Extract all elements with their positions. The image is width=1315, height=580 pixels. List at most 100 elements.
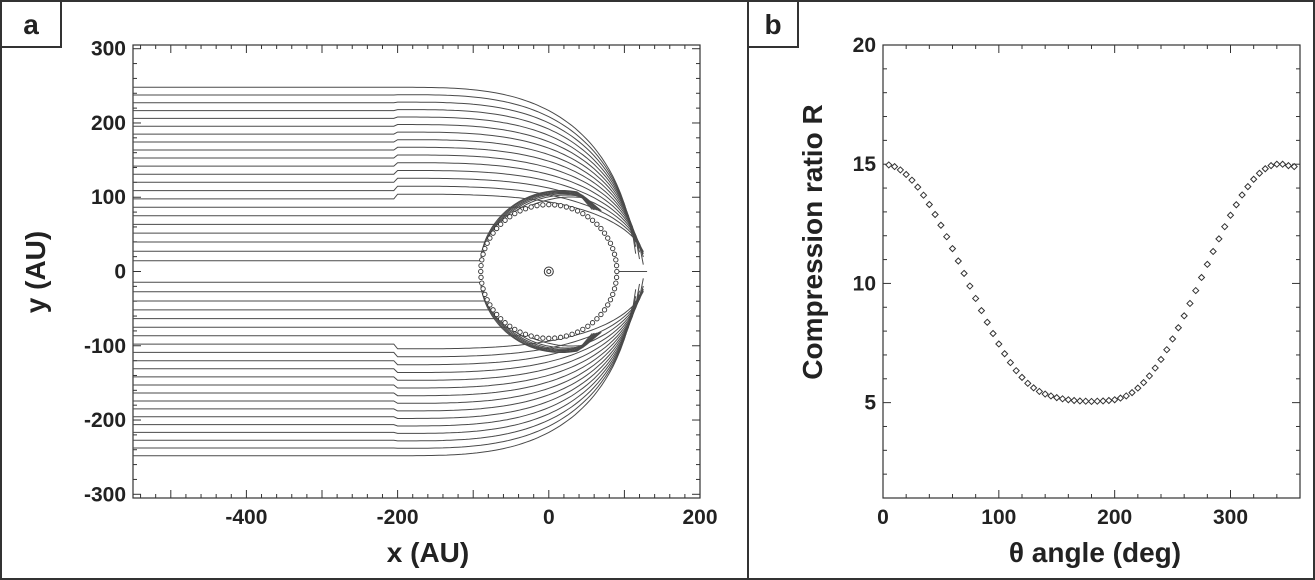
- data-point: [1116, 394, 1125, 402]
- shock-marker: [528, 204, 534, 210]
- shock-marker: [601, 307, 608, 313]
- data-point: [1273, 160, 1281, 168]
- data-point: [937, 221, 945, 229]
- streamline: [133, 290, 644, 358]
- shock-marker: [574, 329, 581, 335]
- shock-marker: [607, 240, 614, 246]
- data-point: [1087, 397, 1096, 406]
- data-point: [1157, 355, 1165, 364]
- streamline: [133, 278, 644, 381]
- shock-marker: [498, 316, 504, 322]
- shock-marker: [589, 320, 596, 326]
- shock-marker: [498, 221, 504, 227]
- shock-marker: [610, 291, 616, 298]
- panel-a-x-tick-labels: -400 -200 0 200: [225, 506, 717, 529]
- shock-marker: [580, 210, 586, 217]
- data-point: [931, 210, 939, 219]
- panel-a-x-axis-label: x (AU): [387, 537, 469, 568]
- data-point: [914, 183, 922, 191]
- data-point: [1145, 372, 1154, 380]
- streamline: [133, 94, 633, 233]
- shock-marker: [605, 235, 611, 241]
- panel-b-label-box: b: [747, 0, 799, 48]
- panel-b-y-tick-labels: 5 10 15 20: [853, 34, 877, 415]
- streamline: [133, 101, 637, 254]
- shock-marker: [598, 225, 604, 232]
- shock-marker: [557, 334, 564, 340]
- data-point: [1151, 364, 1159, 372]
- shock-marker: [507, 323, 513, 329]
- data-point: [1203, 260, 1212, 269]
- data-point: [966, 282, 974, 290]
- data-point: [1128, 388, 1136, 397]
- shock-marker: [613, 263, 620, 269]
- panel-b-points: [885, 160, 1298, 406]
- data-point: [1192, 286, 1200, 295]
- shock-marker: [613, 274, 620, 280]
- y-tick-label: -300: [84, 483, 126, 506]
- panel-b-label: b: [764, 9, 781, 40]
- star-inner-ring: [546, 269, 552, 274]
- streamline: [133, 331, 602, 347]
- data-point: [1186, 299, 1194, 308]
- panel-b-ticks: [882, 44, 1301, 499]
- streamline: [133, 288, 644, 366]
- shock-marker: [478, 263, 484, 269]
- data-point: [1290, 162, 1298, 171]
- streamline: [133, 170, 644, 258]
- shock-marker: [598, 311, 604, 318]
- panel-b-chart: 0 100 200 300 5 10 15 20 θ angle (deg) Compres…: [797, 34, 1301, 568]
- y-tick-label: 10: [853, 272, 876, 295]
- shock-marker: [534, 203, 540, 209]
- data-point: [1278, 160, 1287, 168]
- data-point: [1232, 201, 1240, 209]
- shock-marker: [569, 331, 575, 337]
- data-point: [1221, 222, 1229, 231]
- streamline: [133, 193, 599, 225]
- streamline: [133, 190, 595, 252]
- shock-marker: [540, 335, 546, 341]
- data-point: [971, 294, 980, 303]
- x-tick-label: 200: [1097, 506, 1132, 529]
- data-point: [1064, 396, 1073, 404]
- data-point: [1093, 397, 1101, 405]
- shock-marker: [563, 333, 570, 339]
- shock-marker: [480, 251, 486, 257]
- x-tick-label: 100: [981, 506, 1016, 529]
- data-point: [1244, 182, 1252, 191]
- x-tick-label: -400: [225, 506, 267, 529]
- shock-marker: [534, 334, 540, 340]
- streamline: [133, 109, 637, 247]
- shock-marker: [480, 286, 486, 292]
- shock-marker: [507, 214, 513, 220]
- data-point: [1053, 393, 1061, 402]
- data-point: [1047, 392, 1055, 400]
- streamline: [133, 116, 637, 243]
- shock-marker: [512, 210, 518, 217]
- streamline: [133, 194, 601, 217]
- shock-marker: [512, 326, 518, 333]
- streamline: [133, 326, 601, 349]
- panel-a-label-box: a: [0, 0, 62, 48]
- data-point: [1226, 211, 1235, 219]
- shock-marker: [601, 230, 608, 236]
- streamline: [133, 281, 593, 353]
- data-point: [1163, 345, 1171, 354]
- streamline: [133, 290, 640, 404]
- shock-marker: [490, 230, 496, 236]
- shock-marker: [528, 333, 534, 339]
- shock-marker: [502, 217, 508, 223]
- data-point: [1058, 395, 1067, 403]
- data-point: [925, 200, 934, 209]
- shock-marker: [487, 235, 493, 241]
- shock-marker: [552, 335, 558, 341]
- streamline: [133, 139, 640, 253]
- data-point: [1099, 397, 1107, 405]
- data-point: [977, 306, 986, 315]
- data-point: [960, 269, 968, 278]
- data-point: [1024, 379, 1032, 388]
- shock-marker: [517, 208, 523, 214]
- shock-marker: [611, 286, 618, 292]
- y-tick-label: -100: [84, 335, 126, 358]
- data-point: [1029, 384, 1038, 392]
